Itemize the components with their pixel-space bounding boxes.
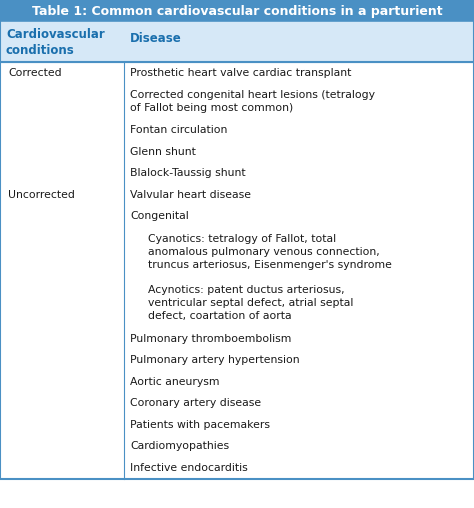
Text: Prosthetic heart valve cardiac transplant: Prosthetic heart valve cardiac transplan… (130, 68, 351, 78)
Text: Uncorrected: Uncorrected (8, 190, 75, 200)
Text: Aortic aneurysm: Aortic aneurysm (130, 377, 219, 387)
Text: Patients with pacemakers: Patients with pacemakers (130, 420, 270, 430)
Text: Fontan circulation: Fontan circulation (130, 125, 228, 135)
Bar (0, 22, 474, 62)
Text: Cardiomyopathies: Cardiomyopathies (130, 441, 229, 451)
Text: Congenital: Congenital (130, 211, 189, 221)
Text: Glenn shunt: Glenn shunt (130, 147, 196, 157)
Text: Blalock-Taussig shunt: Blalock-Taussig shunt (130, 168, 246, 178)
Text: Corrected: Corrected (8, 68, 62, 78)
Text: Infective endocarditis: Infective endocarditis (130, 463, 248, 473)
Text: Table 1: Common cardiovascular conditions in a parturient: Table 1: Common cardiovascular condition… (32, 5, 442, 17)
Text: Cyanotics: tetralogy of Fallot, total
anomalous pulmonary venous connection,
tru: Cyanotics: tetralogy of Fallot, total an… (148, 235, 392, 270)
Text: Pulmonary artery hypertension: Pulmonary artery hypertension (130, 355, 300, 365)
Text: Valvular heart disease: Valvular heart disease (130, 190, 251, 200)
Text: Disease: Disease (130, 31, 182, 45)
Text: Coronary artery disease: Coronary artery disease (130, 398, 261, 408)
Text: Corrected congenital heart lesions (tetralogy
of Fallot being most common): Corrected congenital heart lesions (tetr… (130, 90, 375, 113)
Text: Pulmonary thromboembolism: Pulmonary thromboembolism (130, 334, 292, 344)
Text: Cardiovascular
conditions: Cardiovascular conditions (6, 27, 105, 56)
Bar (0, 0, 474, 22)
Text: Acynotics: patent ductus arteriosus,
ventricular septal defect, atrial septal
de: Acynotics: patent ductus arteriosus, ven… (148, 285, 354, 321)
